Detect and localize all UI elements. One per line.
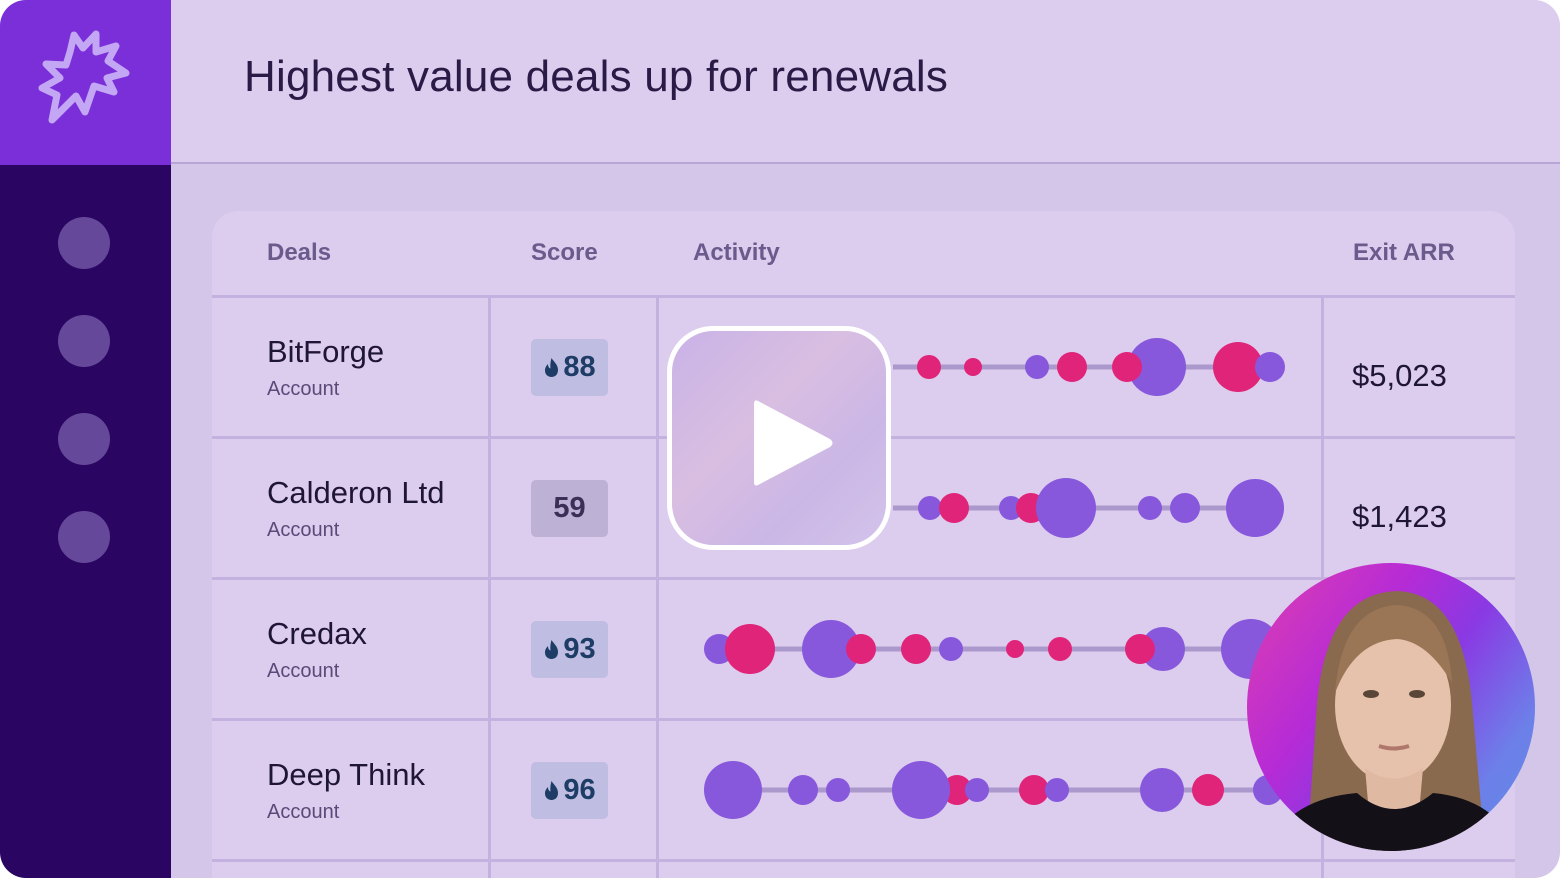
activity-dot-pink: [1192, 774, 1224, 806]
sparkle-burst-logo-icon: [38, 30, 130, 124]
score-badge: 96: [531, 762, 608, 819]
activity-dot-purple: [826, 778, 850, 802]
sidebar-nav-item-4[interactable]: [58, 511, 110, 563]
score-badge: 93: [531, 621, 608, 678]
exit-arr-value: $1,423: [1352, 499, 1447, 534]
activity-dot-purple: [1226, 479, 1284, 537]
deal-name[interactable]: Deep Think: [267, 757, 425, 792]
row-divider: [212, 295, 1515, 298]
activity-dot-pink: [1125, 634, 1155, 664]
sidebar-nav-item-1[interactable]: [58, 217, 110, 269]
activity-row-calderon: [893, 478, 1284, 538]
activity-dot-pink: [939, 493, 969, 523]
play-video-button[interactable]: [667, 326, 891, 550]
column-divider: [488, 297, 491, 878]
activity-dot-purple: [1170, 493, 1200, 523]
logo-area[interactable]: [0, 0, 171, 165]
exit-arr-value: $5,023: [1352, 358, 1447, 393]
activity-row-bitforge: [893, 338, 1285, 396]
flame-icon: [545, 640, 559, 659]
activity-dot-pink: [964, 358, 982, 376]
activity-dot-pink: [1048, 637, 1072, 661]
activity-dot-purple: [1128, 338, 1186, 396]
sidebar: [0, 165, 171, 878]
activity-dot-pink: [725, 624, 775, 674]
activity-dot-pink: [1006, 640, 1024, 658]
sidebar-nav-item-3[interactable]: [58, 413, 110, 465]
activity-dot-pink: [1019, 775, 1049, 805]
column-header-activity[interactable]: Activity: [693, 239, 780, 266]
deal-type: Account: [267, 519, 340, 541]
row-divider: [212, 577, 1515, 580]
deal-name[interactable]: Calderon Ltd: [267, 475, 445, 510]
score-value: 93: [563, 633, 596, 665]
activity-dot-purple: [1255, 352, 1285, 382]
score-badge: 88: [531, 339, 608, 396]
activity-dot-purple: [802, 620, 860, 678]
score-value: 88: [563, 351, 596, 383]
activity-dot-pink: [942, 775, 972, 805]
deal-type: Account: [267, 801, 340, 823]
activity-dot-pink: [846, 634, 876, 664]
score-value: 59: [553, 492, 586, 524]
play-icon: [754, 400, 833, 486]
deal-name[interactable]: BitForge: [267, 334, 385, 369]
table-row[interactable]: BitForge Account 88 $5,023: [212, 298, 1515, 436]
table-row[interactable]: Calderon Ltd Account 59 $1,423: [212, 439, 1515, 577]
deal-name[interactable]: Credax: [267, 616, 367, 651]
activity-dot-purple: [1036, 478, 1096, 538]
deal-type: Account: [267, 660, 340, 682]
column-header-deals[interactable]: Deals: [267, 239, 332, 266]
activity-dot-purple: [892, 761, 950, 819]
activity-dot-purple: [939, 637, 963, 661]
activity-dot-purple: [1140, 768, 1184, 812]
column-header-score[interactable]: Score: [531, 239, 598, 266]
row-divider: [212, 718, 1515, 721]
page-title: Highest value deals up for renewals: [244, 52, 949, 101]
activity-dot-pink: [1112, 352, 1142, 382]
flame-icon: [545, 781, 559, 800]
activity-dot-purple: [999, 496, 1023, 520]
presenter-avatar[interactable]: [1247, 563, 1535, 851]
activity-timeline-chart: [704, 338, 1285, 819]
activity-dot-purple: [1141, 627, 1185, 671]
row-divider: [212, 859, 1515, 862]
score-value: 96: [563, 774, 596, 806]
activity-dot-purple: [704, 761, 762, 819]
sidebar-nav-item-2[interactable]: [58, 315, 110, 367]
flame-icon: [545, 358, 559, 377]
activity-dot-pink: [1213, 342, 1263, 392]
activity-dot-purple: [1025, 355, 1049, 379]
activity-dot-purple: [1138, 496, 1162, 520]
deal-type: Account: [267, 378, 340, 400]
activity-dot-purple: [965, 778, 989, 802]
activity-dot-pink: [901, 634, 931, 664]
activity-dot-purple: [1045, 778, 1069, 802]
table-row[interactable]: Deep Think Account 96: [212, 721, 1515, 859]
presenter-photo: [1267, 591, 1517, 851]
column-divider: [656, 297, 659, 878]
activity-dot-purple: [918, 496, 942, 520]
activity-dot-pink: [1057, 352, 1087, 382]
deals-table: Deals Score Activity Exit ARR: [212, 211, 1515, 878]
activity-dot-purple: [788, 775, 818, 805]
table-row[interactable]: Credax Account 93: [212, 580, 1515, 718]
column-header-exit-arr[interactable]: Exit ARR: [1353, 239, 1455, 266]
page-header: Highest value deals up for renewals: [171, 0, 1560, 164]
score-badge: 59: [531, 480, 608, 537]
activity-dot-pink: [917, 355, 941, 379]
